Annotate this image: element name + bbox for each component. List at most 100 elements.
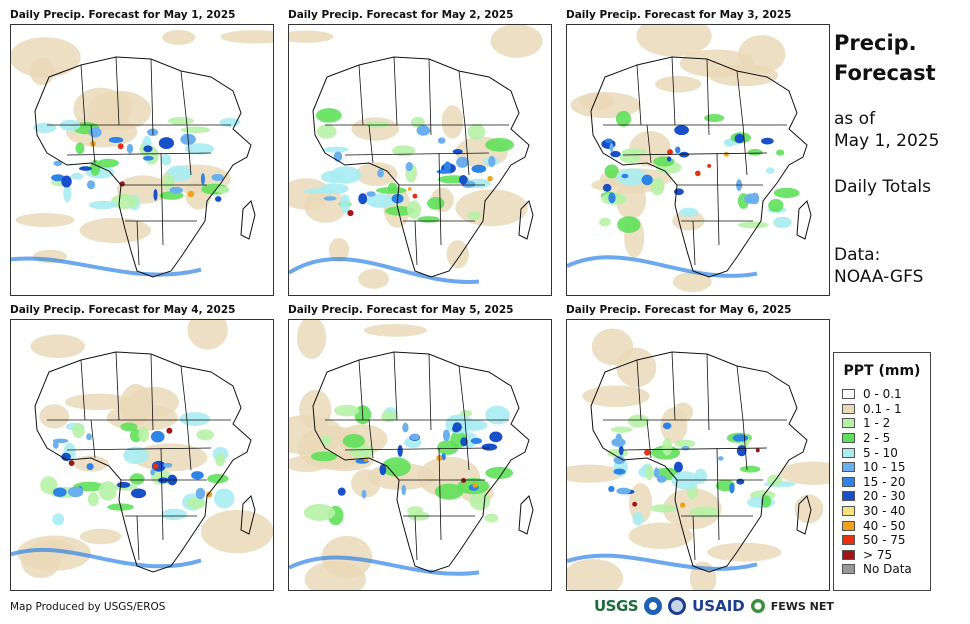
- rain-area: [214, 196, 222, 202]
- dry-area: [220, 30, 273, 44]
- rain-area: [441, 452, 446, 461]
- coastline: [34, 351, 252, 573]
- rain-area: [358, 193, 368, 205]
- rain-area: [120, 422, 138, 432]
- usaid-logo: USAID: [692, 597, 745, 615]
- rain-area: [410, 434, 420, 441]
- rain-area: [86, 433, 92, 441]
- dry-area: [358, 268, 390, 289]
- rain-area: [650, 504, 677, 513]
- rain-area: [160, 153, 172, 166]
- rain-area: [320, 183, 349, 195]
- precip-map-canvas: [11, 29, 273, 278]
- rain-area: [79, 166, 93, 171]
- rain-area: [689, 506, 721, 519]
- rain-area: [674, 439, 696, 448]
- heavy-rain-spot: [117, 143, 124, 150]
- rain-area: [679, 151, 690, 158]
- rain-area: [734, 133, 745, 144]
- rain-area: [334, 404, 360, 417]
- legend-item: No Data: [834, 562, 930, 577]
- heavy-rain-spot: [707, 163, 712, 168]
- heavy-rain-spot: [724, 151, 729, 157]
- country-border: [186, 124, 192, 176]
- precip-map: [10, 24, 274, 296]
- map-panel-3: Daily Precip. Forecast for May 3, 2025: [566, 8, 830, 296]
- rain-area: [303, 503, 336, 521]
- rain-band: [11, 547, 202, 569]
- legend-swatch: [842, 433, 855, 444]
- map-panel-5: Daily Precip. Forecast for May 5, 2025: [288, 303, 552, 591]
- rain-area: [732, 434, 749, 442]
- legend-item: 15 - 20: [834, 475, 930, 490]
- rain-area: [416, 125, 431, 136]
- rain-area: [158, 137, 174, 150]
- legend-label: 10 - 15: [863, 460, 906, 475]
- rain-area: [650, 177, 665, 196]
- dry-area: [289, 30, 334, 43]
- rain-band: [567, 553, 758, 571]
- rain-area: [315, 108, 342, 123]
- rain-area: [186, 497, 206, 509]
- rain-area: [407, 506, 424, 515]
- country-border: [66, 152, 212, 156]
- dry-area: [15, 213, 75, 228]
- rain-area: [641, 174, 653, 186]
- rain-area: [613, 456, 626, 465]
- heavy-rain-spot: [347, 210, 354, 217]
- country-border: [136, 515, 140, 561]
- rain-area: [485, 466, 514, 480]
- rain-area: [645, 464, 654, 481]
- country-border: [368, 124, 374, 164]
- rain-area: [67, 486, 84, 498]
- heavy-rain-spot: [152, 463, 159, 469]
- dry-area: [636, 25, 712, 57]
- country-border: [115, 351, 120, 421]
- country-border: [414, 220, 418, 266]
- rain-area: [86, 463, 94, 471]
- rain-area: [616, 168, 647, 186]
- precip-map: [288, 319, 552, 591]
- dry-area: [11, 37, 81, 78]
- dry-area: [567, 464, 624, 483]
- legend-item: 10 - 15: [834, 460, 930, 475]
- legend-item: 0 - 0.1: [834, 387, 930, 402]
- rain-area: [361, 489, 367, 499]
- rain-area: [365, 193, 396, 208]
- rain-area: [436, 169, 451, 174]
- legend-label: No Data: [863, 562, 912, 577]
- madagascar-outline: [240, 495, 256, 535]
- dry-area: [289, 414, 345, 455]
- precip-map-canvas: [289, 320, 534, 590]
- heavy-rain-spot: [206, 491, 213, 498]
- rain-area: [316, 124, 337, 139]
- rain-area: [381, 410, 398, 423]
- legend-label: 1 - 2: [863, 416, 891, 431]
- country-border: [150, 58, 154, 136]
- madagascar-outline: [796, 495, 812, 535]
- rain-area: [621, 148, 647, 157]
- rain-area: [765, 167, 775, 175]
- heavy-rain-spot: [644, 449, 651, 456]
- dry-area: [579, 92, 615, 110]
- rain-area: [405, 161, 413, 172]
- country-border: [136, 220, 140, 266]
- rain-area: [207, 474, 229, 484]
- rain-area: [320, 434, 332, 447]
- rain-area: [618, 445, 624, 456]
- rain-area: [656, 475, 667, 483]
- rain-area: [613, 468, 626, 475]
- madagascar-outline: [518, 495, 534, 535]
- rain-area: [467, 211, 481, 221]
- rain-area: [488, 155, 496, 168]
- noaa-logo: [644, 597, 663, 615]
- rain-area: [662, 422, 672, 430]
- country-border: [438, 447, 442, 541]
- rain-area: [86, 180, 96, 190]
- dry-area: [582, 385, 650, 408]
- rain-area: [460, 437, 468, 447]
- dry-area: [64, 393, 133, 411]
- dry-area: [441, 105, 464, 139]
- country-border: [692, 220, 696, 266]
- dry-area: [363, 324, 427, 337]
